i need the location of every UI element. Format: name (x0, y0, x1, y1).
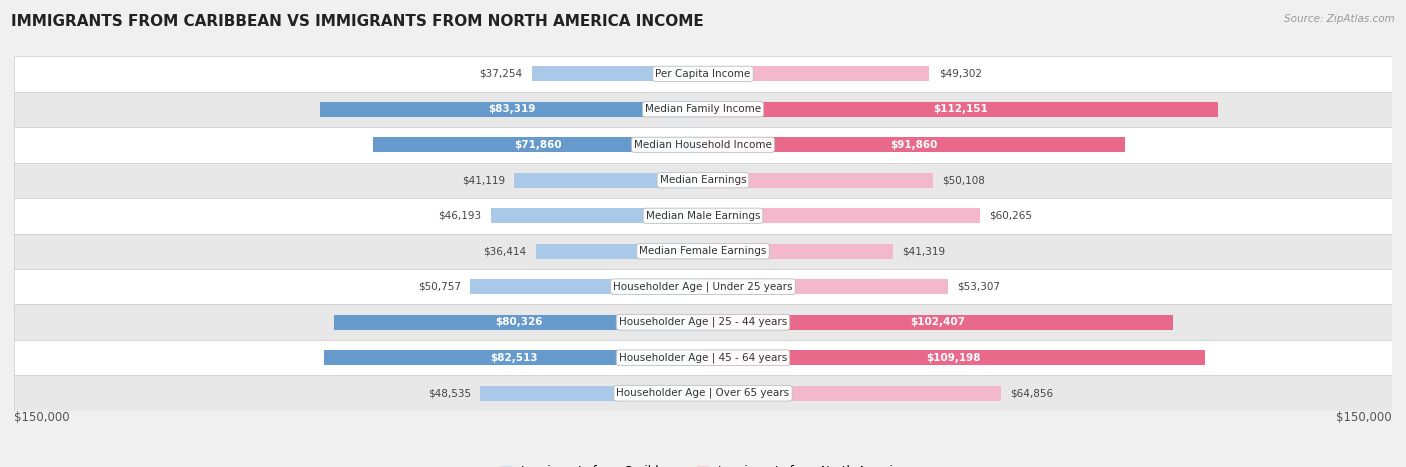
Bar (703, 173, 934, 188)
Bar (14, 375, 1392, 411)
Bar (531, 66, 703, 81)
Text: $102,407: $102,407 (911, 317, 966, 327)
Text: $80,326: $80,326 (495, 317, 543, 327)
Bar (321, 102, 703, 117)
Text: Median Male Earnings: Median Male Earnings (645, 211, 761, 221)
Text: $150,000: $150,000 (1336, 411, 1392, 424)
Text: Householder Age | Under 25 years: Householder Age | Under 25 years (613, 282, 793, 292)
Bar (536, 244, 703, 259)
Text: $83,319: $83,319 (488, 104, 536, 114)
Bar (703, 279, 948, 294)
Bar (14, 234, 1392, 269)
Bar (703, 66, 929, 81)
Text: $49,302: $49,302 (939, 69, 981, 79)
Text: $50,757: $50,757 (418, 282, 461, 292)
Text: Median Household Income: Median Household Income (634, 140, 772, 150)
Text: $53,307: $53,307 (957, 282, 1000, 292)
Text: Median Female Earnings: Median Female Earnings (640, 246, 766, 256)
Bar (703, 244, 893, 259)
Text: Householder Age | 45 - 64 years: Householder Age | 45 - 64 years (619, 353, 787, 363)
Text: $37,254: $37,254 (479, 69, 523, 79)
Text: $41,119: $41,119 (461, 175, 505, 185)
Text: $50,108: $50,108 (942, 175, 986, 185)
Text: $48,535: $48,535 (427, 388, 471, 398)
Text: $112,151: $112,151 (934, 104, 988, 114)
Text: $36,414: $36,414 (484, 246, 527, 256)
Text: Median Family Income: Median Family Income (645, 104, 761, 114)
Bar (470, 279, 703, 294)
Bar (14, 92, 1392, 127)
Text: $91,860: $91,860 (890, 140, 938, 150)
Text: Source: ZipAtlas.com: Source: ZipAtlas.com (1284, 14, 1395, 24)
Bar (323, 350, 703, 365)
Bar (703, 137, 1125, 152)
Bar (335, 315, 703, 330)
Text: $82,513: $82,513 (489, 353, 537, 363)
Bar (14, 340, 1392, 375)
Bar (703, 350, 1205, 365)
Text: $64,856: $64,856 (1010, 388, 1053, 398)
Text: $60,265: $60,265 (988, 211, 1032, 221)
Bar (703, 102, 1218, 117)
Text: Householder Age | Over 65 years: Householder Age | Over 65 years (616, 388, 790, 398)
Bar (14, 198, 1392, 234)
Legend: Immigrants from Caribbean, Immigrants from North America: Immigrants from Caribbean, Immigrants fr… (495, 460, 911, 467)
Bar (515, 173, 703, 188)
Text: $41,319: $41,319 (903, 246, 945, 256)
Bar (703, 315, 1174, 330)
Bar (14, 269, 1392, 304)
Text: Per Capita Income: Per Capita Income (655, 69, 751, 79)
Bar (14, 127, 1392, 163)
Bar (703, 208, 980, 223)
Bar (14, 56, 1392, 92)
Text: $71,860: $71,860 (515, 140, 562, 150)
Bar (703, 386, 1001, 401)
Text: Householder Age | 25 - 44 years: Householder Age | 25 - 44 years (619, 317, 787, 327)
Text: Median Earnings: Median Earnings (659, 175, 747, 185)
Text: $109,198: $109,198 (927, 353, 981, 363)
Bar (14, 304, 1392, 340)
Bar (373, 137, 703, 152)
Bar (479, 386, 703, 401)
Text: $46,193: $46,193 (439, 211, 482, 221)
Text: IMMIGRANTS FROM CARIBBEAN VS IMMIGRANTS FROM NORTH AMERICA INCOME: IMMIGRANTS FROM CARIBBEAN VS IMMIGRANTS … (11, 14, 704, 29)
Bar (491, 208, 703, 223)
Text: $150,000: $150,000 (14, 411, 70, 424)
Bar (14, 163, 1392, 198)
